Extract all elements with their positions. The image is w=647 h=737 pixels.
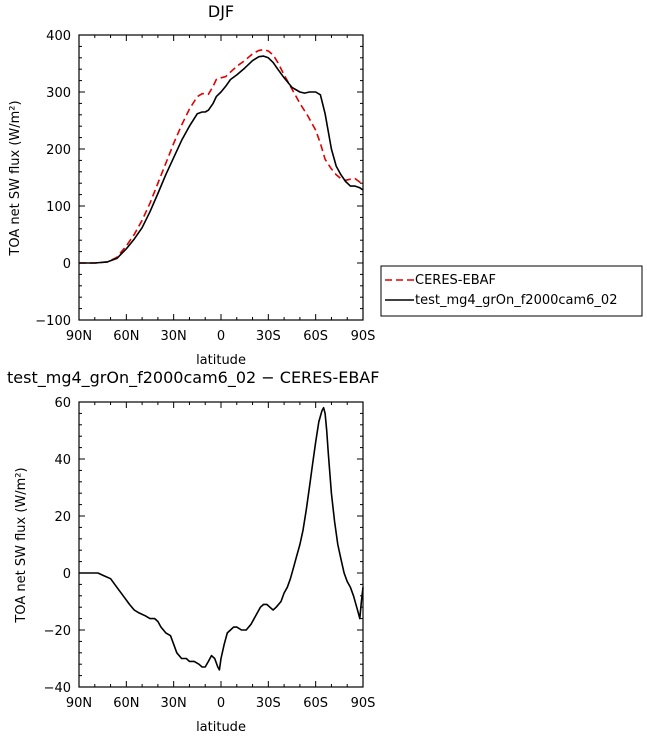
x-tick-label: 30N bbox=[161, 696, 187, 711]
x-tick-label: 60S bbox=[303, 696, 328, 711]
x-tick-label: 0 bbox=[217, 696, 225, 711]
top-chart-title: DJF bbox=[208, 2, 234, 21]
y-tick-label: 400 bbox=[46, 29, 71, 44]
legend-label-test-model: test_mg4_grOn_f2000cam6_02 bbox=[415, 293, 617, 308]
top-panel: DJF 90N 60N 30N 0 30S 60S 90S −100 0 100 200 300 40… bbox=[8, 2, 643, 368]
bottom-panel: test_mg4_grOn_f2000cam6_02 − CERES-EBAF … bbox=[7, 368, 379, 735]
bottom-plot-frame bbox=[78, 401, 364, 688]
bottom-x-axis: 90N 60N 30N 0 30S 60S 90S bbox=[66, 402, 376, 711]
top-x-axis: 90N 60N 30N 0 30S 60S 90S bbox=[66, 35, 376, 344]
y-tick-label: 200 bbox=[46, 143, 71, 158]
x-tick-label: 30N bbox=[161, 329, 187, 344]
x-tick-label: 0 bbox=[217, 329, 225, 344]
x-tick-label: 30S bbox=[256, 696, 281, 711]
bottom-y-axis: −40 −20 0 20 40 60 bbox=[44, 396, 363, 696]
test-mg4-gron-f2000cam6-02-series-line bbox=[79, 55, 364, 264]
difference-series-line bbox=[79, 406, 364, 671]
top-series-lines bbox=[79, 49, 364, 264]
x-tick-label: 90N bbox=[66, 329, 92, 344]
bottom-x-axis-label: latitude bbox=[196, 720, 246, 735]
ceres-ebaf-series-line bbox=[79, 49, 364, 264]
y-tick-label: −20 bbox=[44, 624, 71, 639]
x-tick-label: 90S bbox=[351, 329, 376, 344]
top-y-axis-label: TOA net SW flux (W/m²) bbox=[8, 100, 23, 256]
legend-box bbox=[380, 265, 643, 317]
y-tick-label: −40 bbox=[44, 681, 71, 696]
bottom-chart-title: test_mg4_grOn_f2000cam6_02 − CERES-EBAF bbox=[7, 368, 379, 388]
x-tick-label: 60N bbox=[113, 696, 139, 711]
x-tick-label: 90S bbox=[351, 696, 376, 711]
x-tick-label: 30S bbox=[256, 329, 281, 344]
y-tick-label: 20 bbox=[54, 510, 71, 525]
x-tick-label: 90N bbox=[66, 696, 92, 711]
bottom-y-axis-label: TOA net SW flux (W/m²) bbox=[14, 467, 29, 623]
top-y-axis: −100 0 100 200 300 400 bbox=[35, 29, 363, 329]
y-tick-label: −100 bbox=[35, 314, 71, 329]
top-x-axis-label: latitude bbox=[196, 353, 246, 368]
legend: CERES-EBAF test_mg4_grOn_f2000cam6_02 bbox=[380, 265, 643, 317]
y-tick-label: 0 bbox=[63, 257, 71, 272]
y-tick-label: 100 bbox=[46, 200, 71, 215]
bottom-series-lines bbox=[79, 406, 364, 671]
y-tick-label: 60 bbox=[54, 396, 71, 411]
x-tick-label: 60S bbox=[303, 329, 328, 344]
y-tick-label: 0 bbox=[63, 567, 71, 582]
y-tick-label: 300 bbox=[46, 86, 71, 101]
legend-label-ceres-ebaf: CERES-EBAF bbox=[415, 273, 496, 288]
y-tick-label: 40 bbox=[54, 453, 71, 468]
x-tick-label: 60N bbox=[113, 329, 139, 344]
